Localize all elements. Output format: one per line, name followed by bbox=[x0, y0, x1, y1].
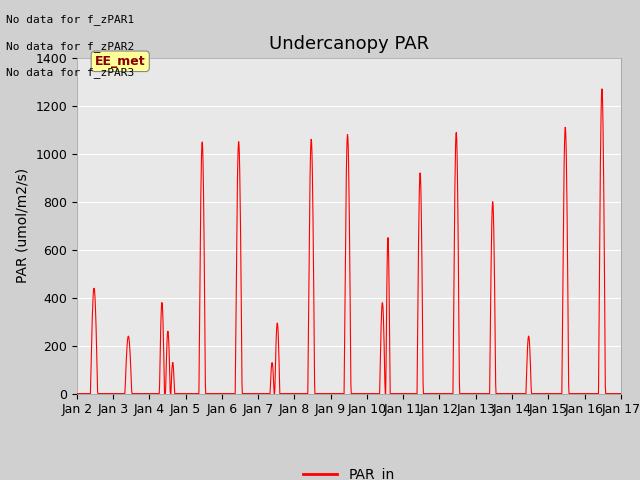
Legend: PAR_in: PAR_in bbox=[297, 462, 401, 480]
Text: No data for f_zPAR2: No data for f_zPAR2 bbox=[6, 41, 134, 52]
Y-axis label: PAR (umol/m2/s): PAR (umol/m2/s) bbox=[15, 168, 29, 283]
Text: EE_met: EE_met bbox=[95, 55, 145, 68]
Title: Undercanopy PAR: Undercanopy PAR bbox=[269, 35, 429, 53]
Text: No data for f_zPAR3: No data for f_zPAR3 bbox=[6, 67, 134, 78]
Text: No data for f_zPAR1: No data for f_zPAR1 bbox=[6, 14, 134, 25]
